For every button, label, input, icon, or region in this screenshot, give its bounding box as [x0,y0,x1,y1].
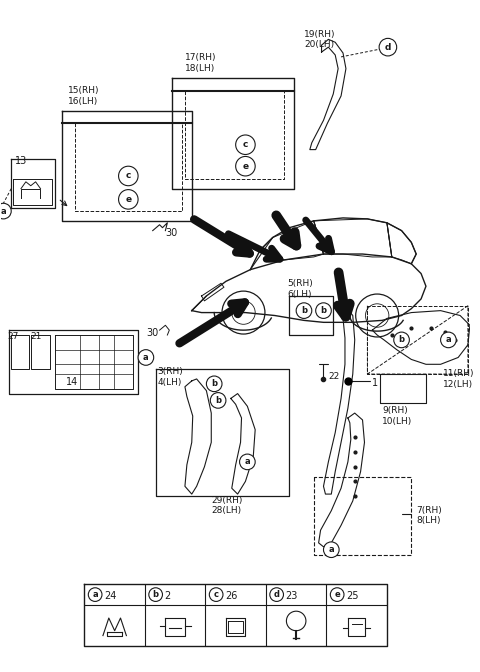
Text: 22: 22 [328,372,340,381]
Text: 9(RH)
10(LH): 9(RH) 10(LH) [382,407,412,425]
Text: a: a [0,206,6,216]
Text: b: b [211,379,217,388]
Circle shape [119,190,138,209]
Text: a: a [328,545,334,554]
Circle shape [324,542,339,558]
Text: 30: 30 [166,228,178,238]
Circle shape [316,303,331,319]
Text: a: a [143,353,149,362]
Circle shape [149,588,162,601]
Text: 5(RH)
6(LH): 5(RH) 6(LH) [288,280,313,299]
Circle shape [119,166,138,185]
Text: a: a [445,335,451,345]
Circle shape [441,332,456,347]
Text: b: b [301,306,307,315]
Text: 27: 27 [7,332,19,341]
Circle shape [138,349,154,366]
Text: e: e [125,195,132,204]
Circle shape [270,588,284,601]
Circle shape [236,157,255,176]
Text: c: c [243,140,248,149]
Circle shape [88,588,102,601]
Text: 24: 24 [104,591,116,601]
Text: 23: 23 [286,591,298,601]
Circle shape [379,38,396,56]
Circle shape [394,332,409,347]
Text: b: b [321,306,326,315]
Text: c: c [214,590,219,599]
Text: 21: 21 [31,332,42,341]
Text: a: a [92,590,98,599]
Text: 11(RH)
12(LH): 11(RH) 12(LH) [443,369,474,388]
Circle shape [209,588,223,601]
Text: 19(RH)
20(LH): 19(RH) 20(LH) [304,30,336,49]
Text: b: b [215,396,221,405]
Circle shape [0,204,11,219]
Circle shape [330,588,344,601]
Circle shape [206,376,222,392]
Text: 7(RH)
8(LH): 7(RH) 8(LH) [416,506,442,526]
Circle shape [240,454,255,470]
Text: 30: 30 [146,328,158,338]
Text: e: e [242,162,249,171]
Text: b: b [153,590,159,599]
Text: 3(RH)
4(LH): 3(RH) 4(LH) [157,367,183,386]
Text: e: e [334,590,340,599]
Circle shape [236,135,255,155]
Text: b: b [398,335,405,345]
Text: 1: 1 [372,378,378,388]
Text: d: d [384,42,391,52]
Text: a: a [245,458,250,466]
Text: 17(RH)
18(LH): 17(RH) 18(LH) [185,53,216,73]
Text: c: c [126,171,131,181]
Text: 15(RH)
16(LH): 15(RH) 16(LH) [68,86,99,106]
Text: 2: 2 [165,591,171,601]
Text: 14: 14 [66,377,78,387]
Text: 29(RH)
28(LH): 29(RH) 28(LH) [211,496,243,515]
Circle shape [210,392,226,408]
Text: d: d [274,590,280,599]
Text: 26: 26 [225,591,237,601]
Circle shape [296,303,312,319]
Text: 13: 13 [15,157,27,167]
Text: 25: 25 [346,591,359,601]
